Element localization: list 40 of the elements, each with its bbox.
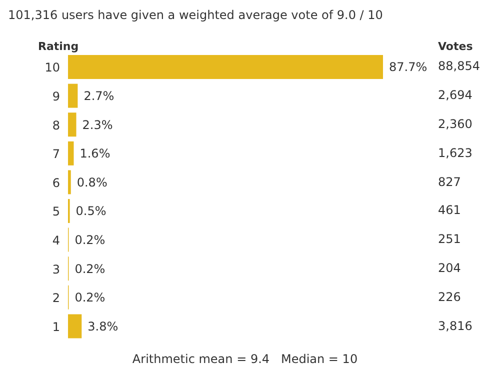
- data-label: 0.5%: [76, 204, 106, 218]
- y-tick-label: 4: [52, 233, 60, 248]
- y-tick-label: 3: [52, 262, 60, 276]
- bar: [68, 55, 383, 79]
- y-tick-label: 1: [52, 320, 60, 334]
- data-label: 0.8%: [76, 175, 108, 190]
- chart-title: 101,316 users have given a weighted average vote of 9.0 / 10: [8, 8, 383, 22]
- text: 827: [438, 174, 461, 189]
- bar: [68, 314, 82, 338]
- data-label: 3.8%: [88, 319, 118, 334]
- data-label: 2.7%: [84, 89, 114, 103]
- y-tick-label: 9: [52, 89, 60, 104]
- text: 204: [438, 261, 461, 275]
- data-label: 0.2%: [74, 290, 106, 305]
- text: 2,694: [438, 88, 472, 102]
- y-tick-label: 5: [52, 204, 60, 219]
- text: 251: [438, 232, 461, 246]
- y-axis-title: Rating: [38, 40, 79, 53]
- text: 1,623: [438, 146, 472, 160]
- text: 88,854: [438, 59, 480, 74]
- data-label: 1.6%: [80, 146, 110, 161]
- text: Votes: [438, 40, 473, 53]
- data-label: 0.2%: [74, 262, 106, 276]
- text: Arithmetic mean = 9.4 Median = 10: [131, 352, 359, 366]
- y-tick-label: 10: [44, 60, 60, 75]
- text: 461: [438, 203, 461, 218]
- data-label: 2.3%: [82, 118, 113, 132]
- data-label: 87.7%: [389, 60, 428, 74]
- bar: [68, 141, 74, 166]
- y-tick-label: 2: [52, 291, 60, 306]
- y-tick-label: 6: [52, 176, 60, 190]
- text: 226: [438, 290, 461, 304]
- bar: [68, 112, 76, 137]
- text: 3,816: [438, 318, 472, 333]
- bar: [68, 170, 71, 194]
- y-tick-label: 8: [52, 118, 60, 132]
- text: 2,360: [438, 117, 472, 131]
- bar: [68, 84, 78, 108]
- data-label: 0.2%: [74, 233, 106, 247]
- y-tick-label: 7: [52, 147, 60, 162]
